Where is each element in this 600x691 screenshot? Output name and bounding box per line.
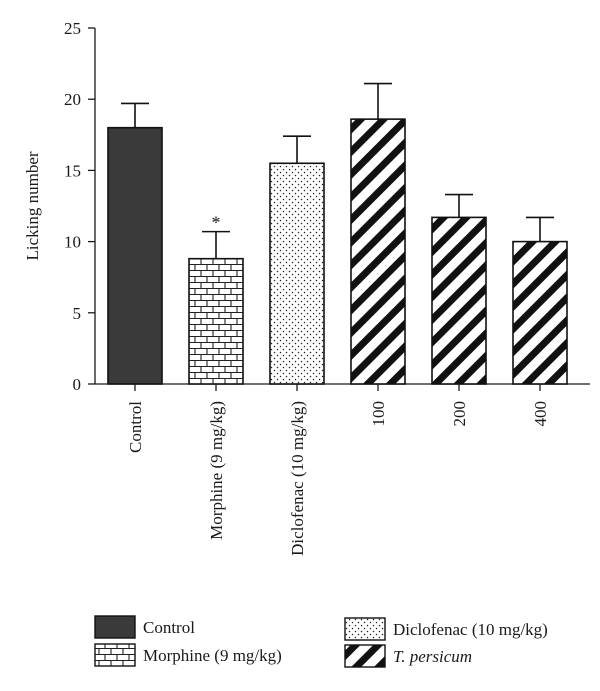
y-tick-label: 5 xyxy=(73,304,82,323)
legend-swatch xyxy=(344,617,386,641)
y-tick-label: 20 xyxy=(64,90,81,109)
legend-swatch xyxy=(94,643,136,667)
x-category-label: Diclofenac (10 mg/kg) xyxy=(288,401,307,556)
legend-label: T. persicum xyxy=(393,647,472,666)
x-category-label: 400 xyxy=(531,401,550,427)
bar xyxy=(107,126,163,385)
y-tick-label: 25 xyxy=(64,19,81,38)
bar xyxy=(431,216,487,385)
x-category-label: 200 xyxy=(450,401,469,427)
y-ticks: 0 5 10 15 20 25 xyxy=(64,19,95,394)
y-tick-label: 10 xyxy=(64,233,81,252)
bars: * xyxy=(107,82,568,385)
y-axis-title: Licking number xyxy=(23,151,42,260)
significance-marker: * xyxy=(212,213,221,233)
y-tick-label: 0 xyxy=(73,375,82,394)
legend-swatch xyxy=(94,615,136,639)
x-category-label: 100 xyxy=(369,401,388,427)
legend-swatch xyxy=(344,644,386,668)
x-category-label: Control xyxy=(126,401,145,453)
y-tick-label: 15 xyxy=(64,161,81,180)
bar xyxy=(188,257,244,385)
legend: Control Diclofenac (10 mg/kg) Morphine (9 … xyxy=(94,615,548,668)
legend-label: Morphine (9 mg/kg) xyxy=(143,646,282,665)
x-labels: Control Morphine (9 mg/kg) Diclofenac (10 … xyxy=(126,384,550,556)
axes xyxy=(94,28,590,385)
bar xyxy=(512,240,568,385)
x-category-label: Morphine (9 mg/kg) xyxy=(207,401,226,540)
bar xyxy=(350,118,406,385)
legend-label: Diclofenac (10 mg/kg) xyxy=(393,620,548,639)
bar xyxy=(269,162,325,385)
legend-label: Control xyxy=(143,618,195,637)
